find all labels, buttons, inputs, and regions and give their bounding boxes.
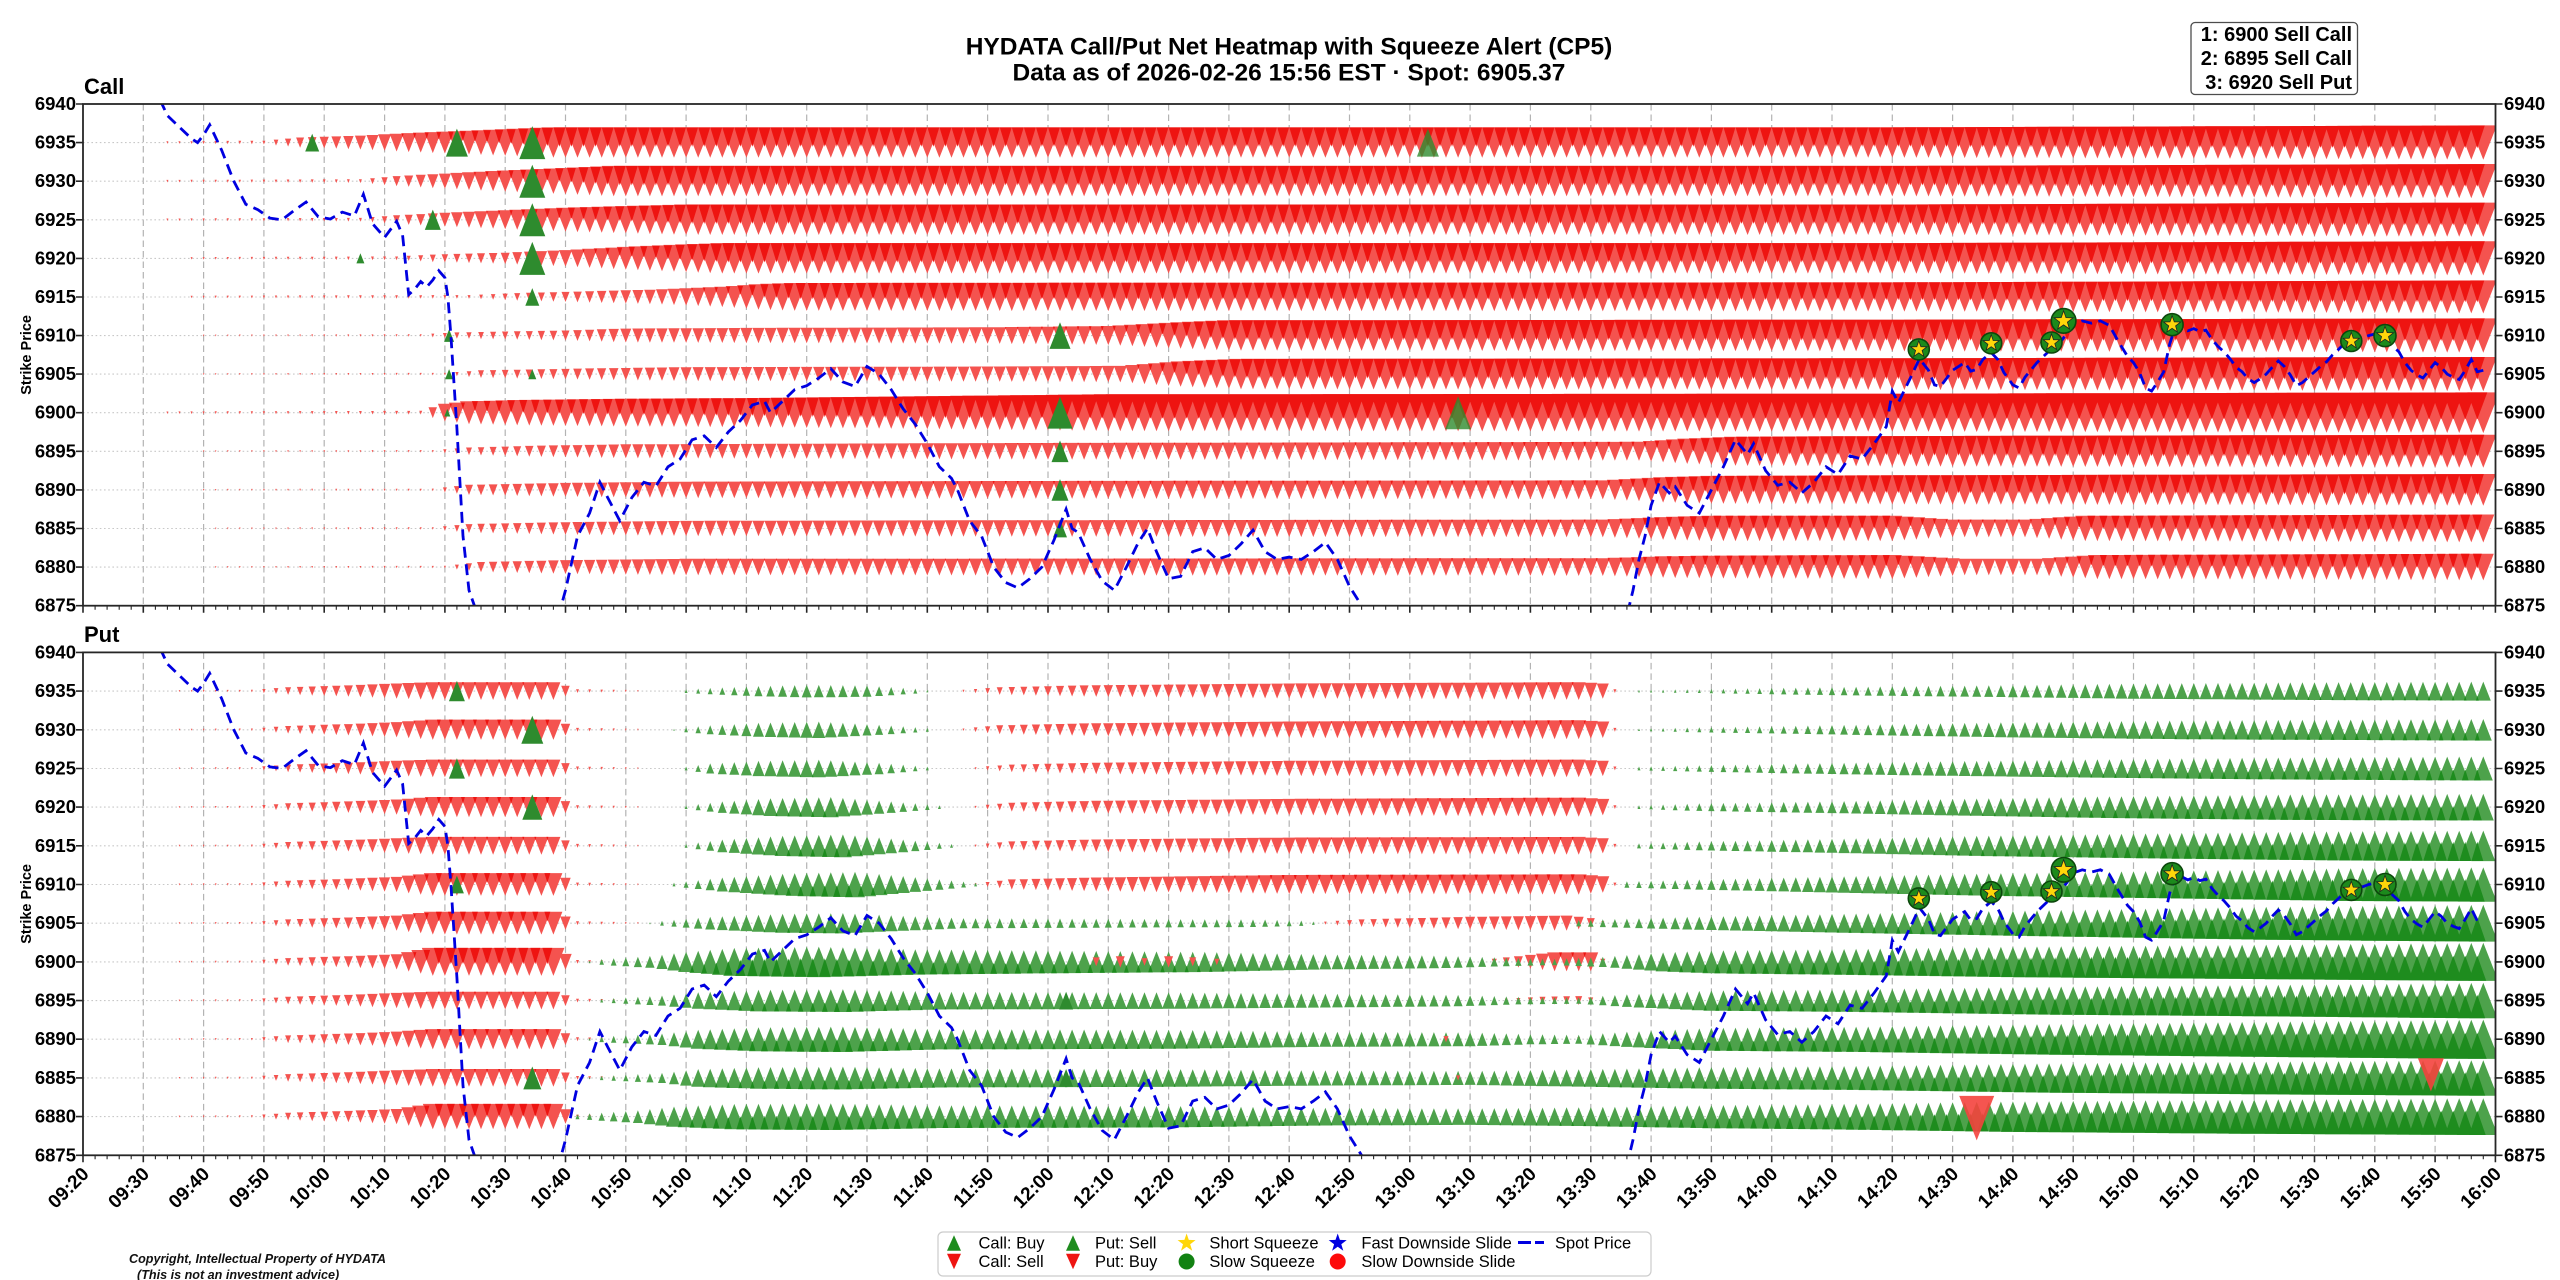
svg-text:6880: 6880 xyxy=(2504,1106,2545,1127)
svg-text:6935: 6935 xyxy=(35,680,76,701)
svg-text:6920: 6920 xyxy=(2504,247,2545,268)
svg-text:Strike Price: Strike Price xyxy=(19,315,35,395)
svg-text:6935: 6935 xyxy=(2504,680,2545,701)
svg-text:6900: 6900 xyxy=(35,951,76,972)
svg-text:6940: 6940 xyxy=(35,93,76,114)
svg-text:6915: 6915 xyxy=(35,835,76,856)
svg-text:6935: 6935 xyxy=(35,132,76,153)
svg-text:Call: Buy: Call: Buy xyxy=(979,1235,1046,1253)
svg-text:6895: 6895 xyxy=(35,990,76,1011)
svg-text:Call: Call xyxy=(84,74,124,99)
svg-text:6915: 6915 xyxy=(2504,286,2545,307)
svg-text:Spot Price: Spot Price xyxy=(1555,1235,1631,1253)
svg-text:6910: 6910 xyxy=(35,874,76,895)
svg-text:6900: 6900 xyxy=(2504,951,2545,972)
svg-text:6875: 6875 xyxy=(2504,1144,2545,1165)
svg-text:6890: 6890 xyxy=(2504,1028,2545,1049)
svg-text:6885: 6885 xyxy=(35,1067,76,1088)
svg-text:1: 6900 Sell Call: 1: 6900 Sell Call xyxy=(2201,24,2352,46)
svg-text:6895: 6895 xyxy=(35,440,76,461)
svg-text:6880: 6880 xyxy=(35,556,76,577)
svg-text:6890: 6890 xyxy=(2504,479,2545,500)
svg-text:6905: 6905 xyxy=(35,363,76,384)
svg-text:6875: 6875 xyxy=(35,595,76,616)
svg-text:6920: 6920 xyxy=(35,247,76,268)
svg-text:6915: 6915 xyxy=(35,286,76,307)
svg-text:Call: Sell: Call: Sell xyxy=(979,1253,1044,1271)
svg-text:6910: 6910 xyxy=(2504,874,2545,895)
svg-text:6930: 6930 xyxy=(2504,170,2545,191)
svg-text:6890: 6890 xyxy=(35,1028,76,1049)
svg-text:(This is not an investment adv: (This is not an investment advice) xyxy=(137,1268,339,1280)
svg-text:6940: 6940 xyxy=(35,641,76,662)
svg-text:6895: 6895 xyxy=(2504,990,2545,1011)
svg-text:6940: 6940 xyxy=(2504,93,2545,114)
svg-text:6920: 6920 xyxy=(2504,796,2545,817)
svg-text:HYDATA Call/Put Net Heatmap wi: HYDATA Call/Put Net Heatmap with Squeeze… xyxy=(966,34,1613,61)
svg-text:2: 6895 Sell Call: 2: 6895 Sell Call xyxy=(2201,48,2352,70)
svg-text:Put: Buy: Put: Buy xyxy=(1095,1253,1158,1271)
svg-text:Fast Downside Slide: Fast Downside Slide xyxy=(1361,1235,1511,1253)
svg-text:6875: 6875 xyxy=(2504,595,2545,616)
svg-text:6925: 6925 xyxy=(35,758,76,779)
svg-text:6910: 6910 xyxy=(2504,325,2545,346)
svg-text:6890: 6890 xyxy=(35,479,76,500)
svg-text:6885: 6885 xyxy=(35,518,76,539)
svg-text:6905: 6905 xyxy=(35,912,76,933)
svg-text:6925: 6925 xyxy=(35,209,76,230)
svg-text:6930: 6930 xyxy=(35,170,76,191)
svg-text:6930: 6930 xyxy=(35,719,76,740)
svg-text:6925: 6925 xyxy=(2504,758,2545,779)
svg-text:6915: 6915 xyxy=(2504,835,2545,856)
svg-text:6940: 6940 xyxy=(2504,641,2545,662)
svg-text:Strike Price: Strike Price xyxy=(19,864,35,944)
svg-text:6875: 6875 xyxy=(35,1144,76,1165)
svg-text:Put: Put xyxy=(84,622,120,647)
svg-text:6905: 6905 xyxy=(2504,912,2545,933)
svg-text:3: 6920 Sell Put: 3: 6920 Sell Put xyxy=(2205,72,2352,94)
svg-text:6910: 6910 xyxy=(35,325,76,346)
svg-text:6905: 6905 xyxy=(2504,363,2545,384)
svg-text:6920: 6920 xyxy=(35,796,76,817)
svg-text:6885: 6885 xyxy=(2504,1067,2545,1088)
svg-text:6925: 6925 xyxy=(2504,209,2545,230)
svg-text:6880: 6880 xyxy=(35,1106,76,1127)
svg-text:Copyright, Intellectual Proper: Copyright, Intellectual Property of HYDA… xyxy=(129,1252,386,1266)
svg-text:Put: Sell: Put: Sell xyxy=(1095,1235,1156,1253)
svg-text:6895: 6895 xyxy=(2504,440,2545,461)
svg-text:6930: 6930 xyxy=(2504,719,2545,740)
svg-text:Slow Downside Slide: Slow Downside Slide xyxy=(1361,1253,1515,1271)
svg-text:6885: 6885 xyxy=(2504,518,2545,539)
svg-text:6935: 6935 xyxy=(2504,132,2545,153)
svg-text:Data as of 2026-02-26 15:56 ES: Data as of 2026-02-26 15:56 EST · Spot: … xyxy=(1013,60,1566,87)
svg-text:6900: 6900 xyxy=(35,402,76,423)
svg-text:6900: 6900 xyxy=(2504,402,2545,423)
svg-text:Slow Squeeze: Slow Squeeze xyxy=(1209,1253,1315,1271)
svg-text:Short Squeeze: Short Squeeze xyxy=(1209,1235,1318,1253)
svg-text:6880: 6880 xyxy=(2504,556,2545,577)
